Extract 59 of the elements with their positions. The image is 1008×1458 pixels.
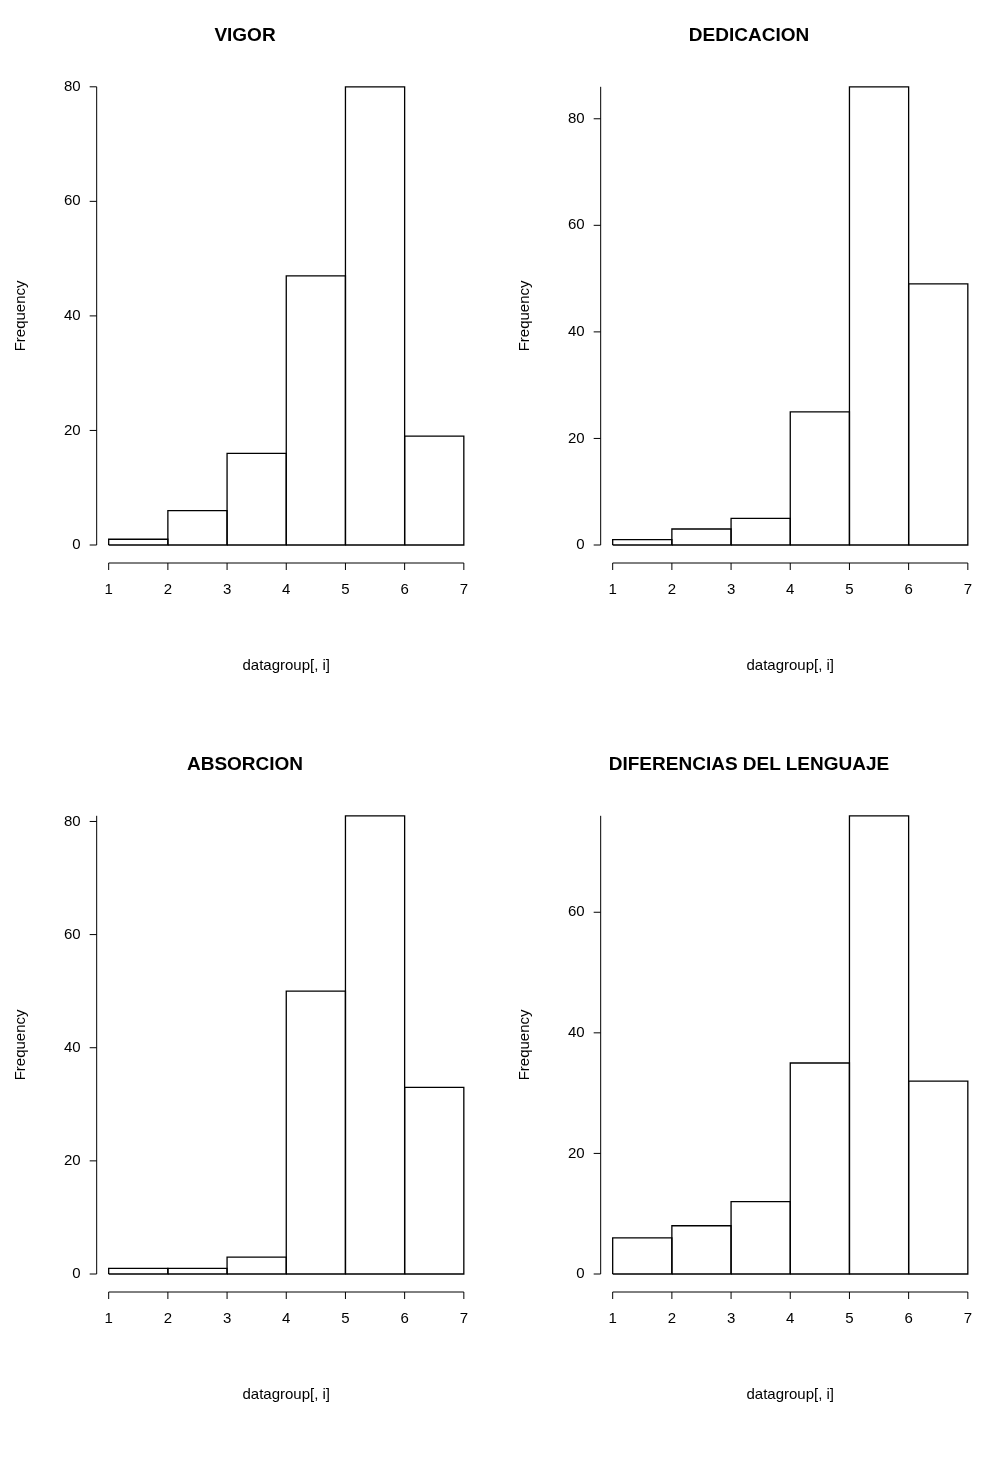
x-tick-label: 4 (786, 580, 795, 598)
y-tick-label: 40 (568, 322, 585, 340)
x-tick-label: 6 (904, 1309, 913, 1327)
x-tick-label: 1 (104, 1309, 113, 1327)
x-tick-label: 3 (222, 580, 232, 598)
y-axis-title: Frequency (515, 1008, 533, 1081)
y-tick-label: 40 (568, 1022, 585, 1040)
y-axis-title: Frequency (11, 279, 29, 352)
x-tick-label: 6 (400, 1309, 409, 1327)
y-tick-label: 80 (568, 108, 585, 126)
y-tick-label: 40 (64, 1037, 81, 1055)
y-axis-title: Frequency (11, 1008, 29, 1081)
x-tick-label: 5 (341, 1309, 350, 1327)
x-axis-title: datagroup[, i] (242, 656, 331, 674)
x-tick-label: 2 (163, 1309, 173, 1327)
y-tick-label: 0 (72, 1264, 81, 1282)
y-tick-label: 0 (576, 535, 585, 553)
y-tick-label: 40 (64, 306, 81, 324)
x-tick-label: 7 (963, 1309, 972, 1327)
x-axis-title: datagroup[, i] (746, 1385, 835, 1403)
y-tick-label: 20 (568, 428, 585, 446)
x-tick-label: 6 (400, 580, 409, 598)
y-tick-label: 0 (72, 535, 81, 553)
chart-title: VIGOR (214, 23, 276, 45)
chart-title: DEDICACION (688, 23, 810, 45)
chart-title: DIFERENCIAS DEL LENGUAJE (608, 752, 890, 774)
y-tick-label: 60 (568, 215, 585, 233)
x-tick-label: 2 (667, 580, 677, 598)
y-tick-label: 20 (568, 1143, 585, 1161)
y-tick-label: 20 (64, 420, 81, 438)
y-tick-label: 60 (64, 191, 81, 209)
x-tick-label: 4 (282, 580, 291, 598)
y-tick-label: 60 (568, 902, 585, 920)
x-tick-label: 5 (341, 580, 350, 598)
x-tick-label: 7 (459, 580, 468, 598)
y-tick-label: 20 (64, 1151, 81, 1168)
y-axis-title: Frequency (515, 279, 533, 352)
y-tick-label: 0 (576, 1264, 585, 1282)
x-tick-label: 5 (845, 580, 854, 598)
y-tick-label: 80 (64, 811, 81, 829)
x-tick-label: 6 (904, 580, 913, 598)
x-tick-label: 2 (667, 1309, 677, 1327)
chart-title: ABSORCION (186, 752, 304, 774)
x-tick-label: 1 (608, 1309, 617, 1327)
x-tick-label: 5 (845, 1309, 854, 1327)
x-tick-label: 3 (222, 1309, 232, 1327)
x-tick-label: 7 (459, 1309, 468, 1327)
x-axis-title: datagroup[, i] (746, 656, 835, 674)
y-tick-label: 80 (64, 76, 81, 94)
x-tick-label: 2 (163, 580, 173, 598)
x-tick-label: 1 (608, 580, 617, 598)
x-tick-label: 1 (104, 580, 113, 598)
x-tick-label: 4 (282, 1309, 291, 1327)
x-axis-title: datagroup[, i] (242, 1385, 331, 1403)
y-tick-label: 60 (64, 924, 81, 942)
x-tick-label: 3 (726, 1309, 736, 1327)
x-tick-label: 3 (726, 580, 736, 598)
x-tick-label: 7 (963, 580, 972, 598)
x-tick-label: 4 (786, 1309, 795, 1327)
